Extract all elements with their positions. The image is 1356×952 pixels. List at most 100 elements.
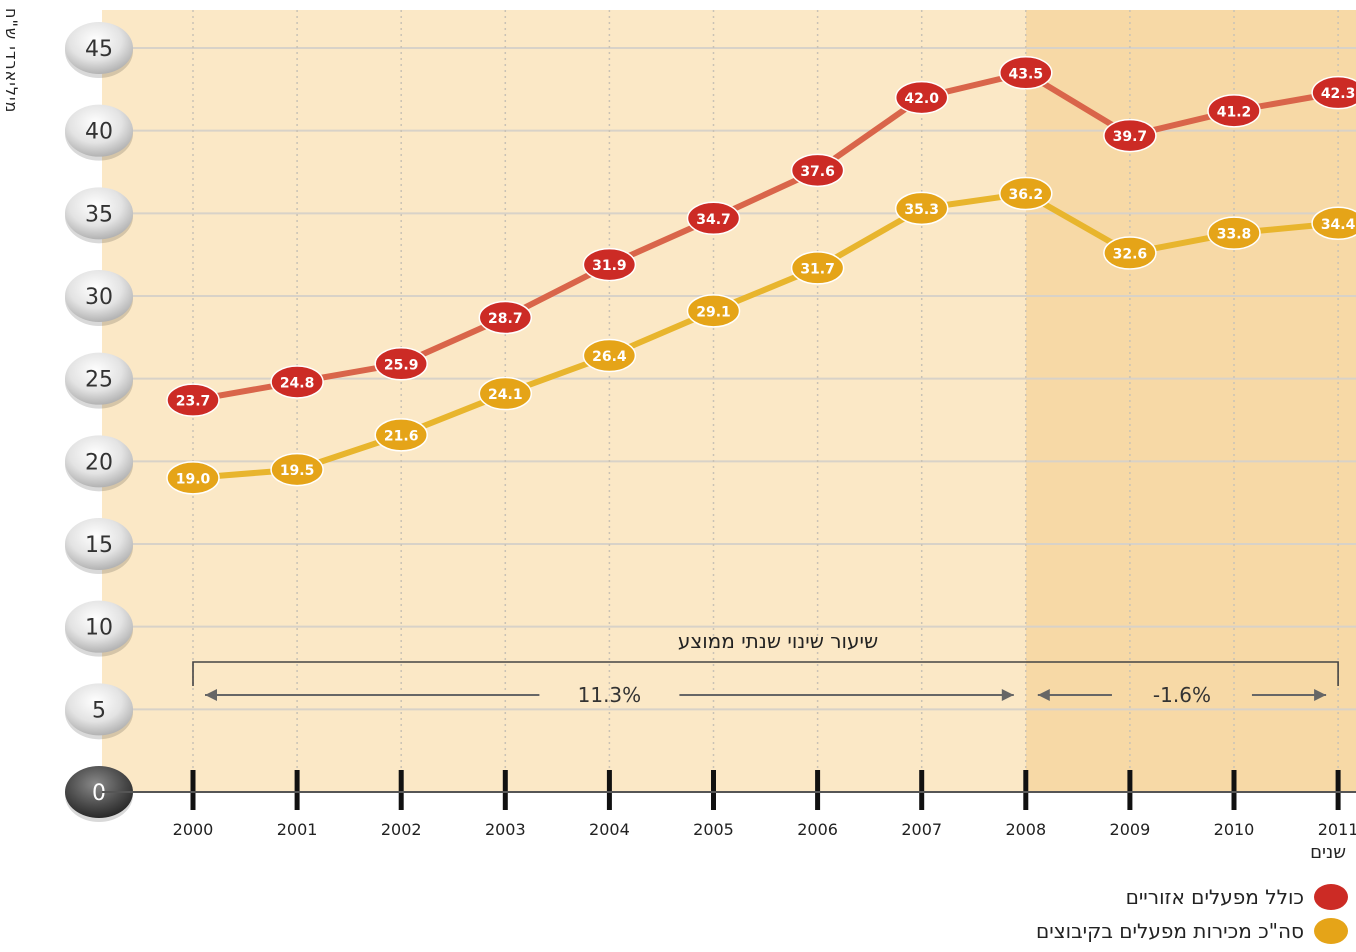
annotation-value: 11.3% (578, 683, 642, 707)
data-label: 19.0 (176, 471, 211, 487)
data-point (166, 461, 220, 495)
y-tick-pill (65, 518, 133, 570)
y-tick-pill (65, 435, 133, 488)
legend-marker-red (1314, 884, 1348, 910)
y-tick-pill (65, 683, 133, 736)
y-tick-label: 25 (85, 368, 113, 393)
y-tick-pill (65, 600, 133, 653)
data-label: 24.1 (488, 387, 523, 403)
data-label: 32.6 (1113, 247, 1148, 263)
y-tick-label: 10 (85, 616, 113, 641)
x-tick-label: 2007 (901, 820, 942, 839)
x-tick-label: 2001 (277, 820, 318, 839)
data-point (374, 418, 428, 452)
data-point (582, 247, 637, 282)
annotation-value: -1.6% (1153, 683, 1211, 707)
data-point (894, 191, 949, 226)
x-tick-label: 2010 (1214, 820, 1255, 839)
series-1: 19.0 19.5 21.6 24.1 26.4 29.1 31.7 35.3 36.2 32.6… (166, 176, 1356, 495)
x-tick-label: 2008 (1005, 820, 1046, 839)
x-axis-label: שנים (1310, 842, 1346, 863)
y-tick-label: 45 (85, 37, 113, 62)
data-label: 34.4 (1321, 217, 1356, 233)
data-point (1103, 236, 1157, 270)
data-point (1311, 206, 1356, 240)
data-label: 29.1 (696, 304, 731, 320)
x-tick-label: 2000 (173, 820, 214, 839)
data-label: 43.5 (1009, 66, 1044, 82)
data-point (686, 294, 741, 328)
data-point (166, 383, 220, 417)
data-label: 39.7 (1113, 129, 1148, 145)
annotation-title: שיעור שינוי שנתי ממוצע (678, 629, 878, 653)
y-tick-label: 5 (92, 698, 106, 723)
y-tick-label: 20 (85, 450, 113, 475)
data-point (686, 201, 741, 236)
data-label: 25.9 (384, 357, 419, 373)
data-label: 42.3 (1321, 86, 1356, 102)
legend-marker-yellow (1314, 918, 1348, 944)
legend: כולל מפעלים אזוריים סה"כ מכירות מפעלים ב… (928, 884, 1348, 952)
plot-background (102, 10, 1026, 792)
data-point (374, 347, 428, 381)
y-tick-pill (65, 104, 133, 157)
data-label: 34.7 (696, 212, 731, 228)
data-point (1207, 216, 1261, 250)
x-tick-label: 2009 (1110, 820, 1151, 839)
y-axis-label: מיליארדי ש"ח (2, 8, 21, 114)
plot-background-shaded (1025, 10, 1356, 792)
data-point (270, 365, 324, 399)
data-label: 31.7 (800, 261, 835, 277)
data-point (1207, 94, 1261, 128)
data-point (999, 56, 1053, 90)
data-point (894, 80, 949, 115)
x-tick-label: 2002 (381, 820, 422, 839)
legend-label: סה"כ מכירות מפעלים בקיבוצים (1036, 919, 1304, 943)
data-point (478, 300, 533, 335)
data-point (582, 338, 637, 373)
annotation-arrowhead (1314, 689, 1327, 701)
y-tick-pill (65, 22, 133, 74)
x-tick-label: 2005 (693, 820, 734, 839)
y-tick-label: 30 (85, 285, 113, 310)
x-tick-label: 2004 (589, 820, 630, 839)
y-tick-label: 40 (85, 120, 113, 145)
x-tick-label: 2011 (1318, 820, 1356, 839)
data-point (790, 251, 845, 285)
x-tick-label: 2003 (485, 820, 526, 839)
data-label: 35.3 (904, 202, 939, 218)
y-tick-label: 15 (85, 533, 113, 558)
data-label: 19.5 (280, 463, 315, 479)
data-label: 36.2 (1009, 187, 1044, 203)
series-0: 23.7 24.8 25.9 28.7 31.9 34.7 37.6 42.0 43.5 39.7… (166, 56, 1356, 417)
y-tick-pill (65, 352, 133, 405)
data-label: 37.6 (800, 164, 835, 180)
legend-item-kibbutz: סה"כ מכירות מפעלים בקיבוצים (928, 918, 1348, 944)
data-point (1103, 118, 1157, 153)
data-label: 41.2 (1217, 104, 1252, 120)
y-tick-pill (65, 187, 133, 240)
y-tick-label: 0 (92, 781, 106, 806)
data-label: 28.7 (488, 311, 523, 327)
annotation-arrowhead (1037, 689, 1050, 701)
annotation-bracket (192, 661, 1339, 686)
data-point (1311, 75, 1356, 110)
annotation-arrowhead (1001, 689, 1014, 701)
y-tick-pill (65, 766, 133, 818)
annotation-arrowhead (205, 689, 217, 701)
data-point (999, 176, 1053, 211)
data-label: 24.8 (280, 375, 315, 391)
data-label: 31.9 (592, 258, 627, 274)
x-tick-label: 2006 (797, 820, 838, 839)
data-label: 33.8 (1217, 227, 1252, 243)
data-label: 42.0 (904, 91, 939, 107)
y-tick-label: 35 (85, 202, 113, 227)
data-point (790, 153, 845, 188)
data-point (478, 376, 533, 411)
legend-label: כולל מפעלים אזוריים (1125, 885, 1304, 909)
data-label: 23.7 (176, 394, 211, 410)
data-point (270, 452, 324, 487)
legend-item-regional: כולל מפעלים אזוריים (928, 884, 1348, 910)
